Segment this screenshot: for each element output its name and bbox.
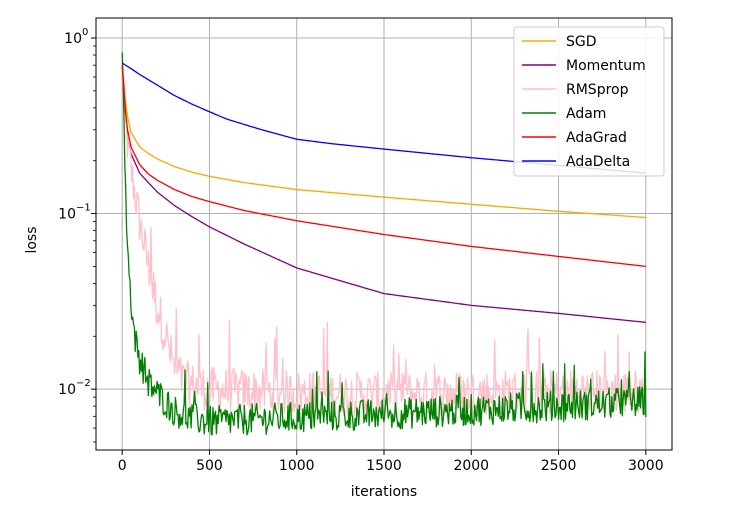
- y-tick-label-exponent: 0: [82, 27, 88, 38]
- y-axis-label: loss: [24, 226, 40, 253]
- x-tick-label: 0: [118, 458, 127, 474]
- y-tick-label-exponent: −2: [76, 378, 91, 389]
- x-tick-label: 2500: [541, 458, 577, 474]
- legend: SGD Momentum RMSprop Adam AdaGrad AdaDelta: [513, 26, 665, 177]
- series-line-sgd: [121, 65, 646, 219]
- y-tick-label-base: 10: [58, 382, 76, 398]
- legend-label-momentum: Momentum: [566, 58, 646, 74]
- legend-label-adam: Adam: [566, 106, 606, 122]
- legend-label-sgd: SGD: [566, 34, 597, 50]
- series-line-momentum: [121, 65, 646, 324]
- y-tick-label-base: 10: [64, 31, 82, 47]
- x-tick-label: 1500: [366, 458, 402, 474]
- series-line-adam: [121, 52, 647, 436]
- legend-label-adadelta: AdaDelta: [566, 154, 630, 170]
- y-tick-label-exponent: −1: [76, 203, 91, 214]
- legend-label-adagrad: AdaGrad: [566, 130, 627, 146]
- x-tick-label: 1000: [279, 458, 315, 474]
- series-line-adagrad: [121, 65, 646, 268]
- x-tick-label: 3000: [628, 458, 664, 474]
- y-tick-label-base: 10: [58, 207, 76, 223]
- x-tick-label: 500: [196, 458, 223, 474]
- x-axis-label: iterations: [351, 484, 417, 500]
- series-layer: [121, 52, 647, 436]
- x-tick-label: 2000: [453, 458, 489, 474]
- legend-label-rmsprop: RMSprop: [566, 82, 629, 98]
